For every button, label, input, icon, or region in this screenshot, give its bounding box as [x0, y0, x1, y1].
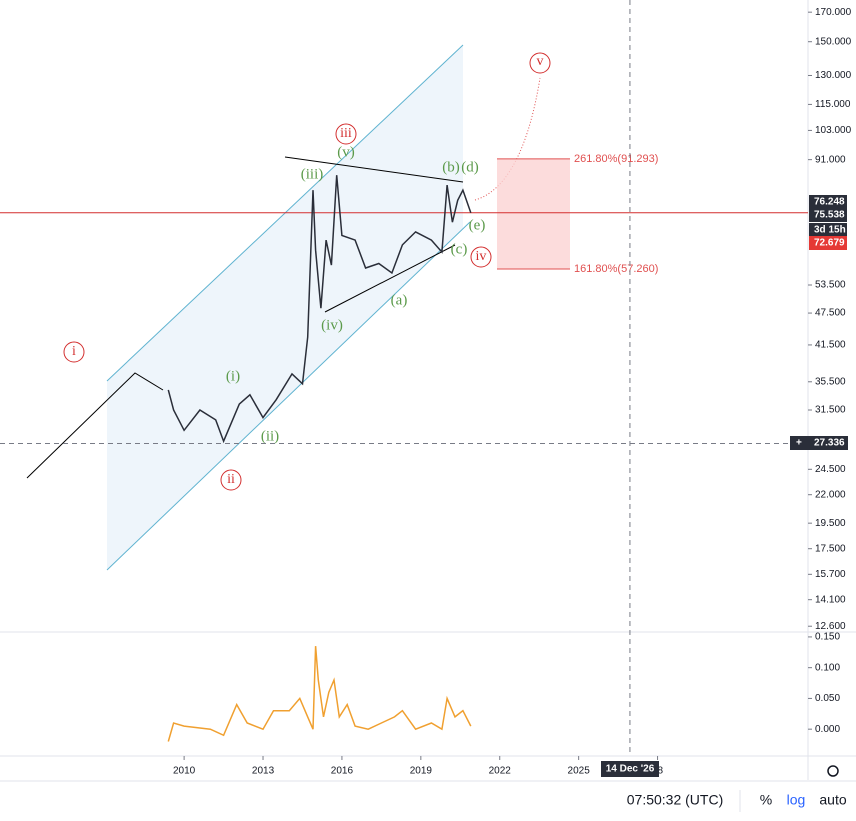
crosshair-plus: + [796, 438, 802, 449]
crosshair-tag [790, 436, 848, 450]
triangle-line [284, 156, 464, 183]
wave-label: (i) [226, 368, 240, 384]
x-tick-label: 2025 [568, 766, 591, 777]
channel-fill [107, 45, 463, 570]
price-tag-label: 72.679 [814, 238, 845, 249]
y-tick-label: 150.000 [815, 36, 852, 47]
log-button[interactable]: log [787, 792, 806, 808]
y-tick-label: 17.500 [815, 543, 846, 554]
wave-label: v [537, 54, 544, 69]
x-tick-label: 2022 [489, 766, 512, 777]
x-tick-label: 2016 [331, 766, 354, 777]
y-tick-label: 12.600 [815, 621, 846, 632]
price-tag [809, 236, 847, 250]
price-tag [809, 208, 847, 222]
projection [474, 77, 541, 201]
price-tag [809, 195, 847, 208]
y-tick-label: 0.150 [815, 632, 840, 643]
fib-label: 261.80%(91.293) [574, 153, 658, 165]
auto-button[interactable]: auto [819, 792, 846, 808]
crosshair-tag [601, 761, 659, 777]
y-tick-label: 35.500 [815, 376, 846, 387]
y-tick-label: 19.500 [815, 518, 846, 529]
fib-label: 161.80%(57.260) [574, 263, 658, 275]
y-tick-label: 91.000 [815, 154, 846, 165]
clock: 07:50:32 (UTC) [627, 792, 723, 808]
y-tick-label: 47.500 [815, 308, 846, 319]
price-tag-label: 75.538 [814, 210, 845, 221]
wave-label: (d) [461, 159, 479, 175]
y-tick-label: 103.000 [815, 125, 852, 136]
y-tick-label: 14.100 [815, 594, 846, 605]
x-tick-label: 2013 [252, 766, 275, 777]
y-tick-label: 0.100 [815, 662, 840, 673]
series-line [167, 175, 472, 444]
crosshair-label: 27.336 [814, 438, 845, 449]
countdown: 3d 15h [814, 225, 846, 236]
wave-label: iii [340, 126, 352, 141]
triangle-line [324, 244, 456, 313]
y-tick-label: 41.500 [815, 340, 846, 351]
wave-label: i [72, 344, 76, 359]
wave-label: (ii) [261, 428, 279, 444]
price-tag-label: 76.248 [814, 197, 845, 208]
price-tag [809, 223, 847, 237]
settings-icon[interactable] [827, 765, 839, 777]
wave-label: (iv) [321, 317, 343, 333]
y-tick-label: 130.000 [815, 70, 852, 81]
y-tick-label: 115.000 [815, 99, 851, 110]
series-line [167, 646, 472, 742]
wave-label: iv [476, 249, 487, 264]
y-tick-label: 15.700 [815, 569, 846, 580]
y-tick-label: 0.000 [815, 724, 840, 735]
y-tick-label: 24.500 [815, 464, 846, 475]
fib-box [497, 158, 570, 269]
wave-label: (e) [469, 217, 486, 233]
x-tick-label: 2010 [173, 766, 196, 777]
wave-label: (b) [442, 159, 460, 175]
percent-button[interactable]: % [760, 792, 772, 808]
wave-label: (iii) [301, 166, 324, 182]
wave-label: (v) [337, 144, 355, 160]
channel-line [106, 221, 471, 571]
x-tick-label: 2019 [410, 766, 433, 777]
y-tick-label: 31.500 [815, 405, 846, 416]
y-tick-label: 0.050 [815, 693, 840, 704]
crosshair-label: 14 Dec '26 [606, 764, 655, 775]
wave-label: ii [227, 472, 235, 487]
y-tick-label: 170.000 [815, 7, 852, 18]
y-tick-label: 53.500 [815, 280, 846, 291]
wave-label: (c) [451, 241, 468, 257]
wave-label: (a) [391, 292, 408, 308]
y-tick-label: 22.000 [815, 489, 846, 500]
